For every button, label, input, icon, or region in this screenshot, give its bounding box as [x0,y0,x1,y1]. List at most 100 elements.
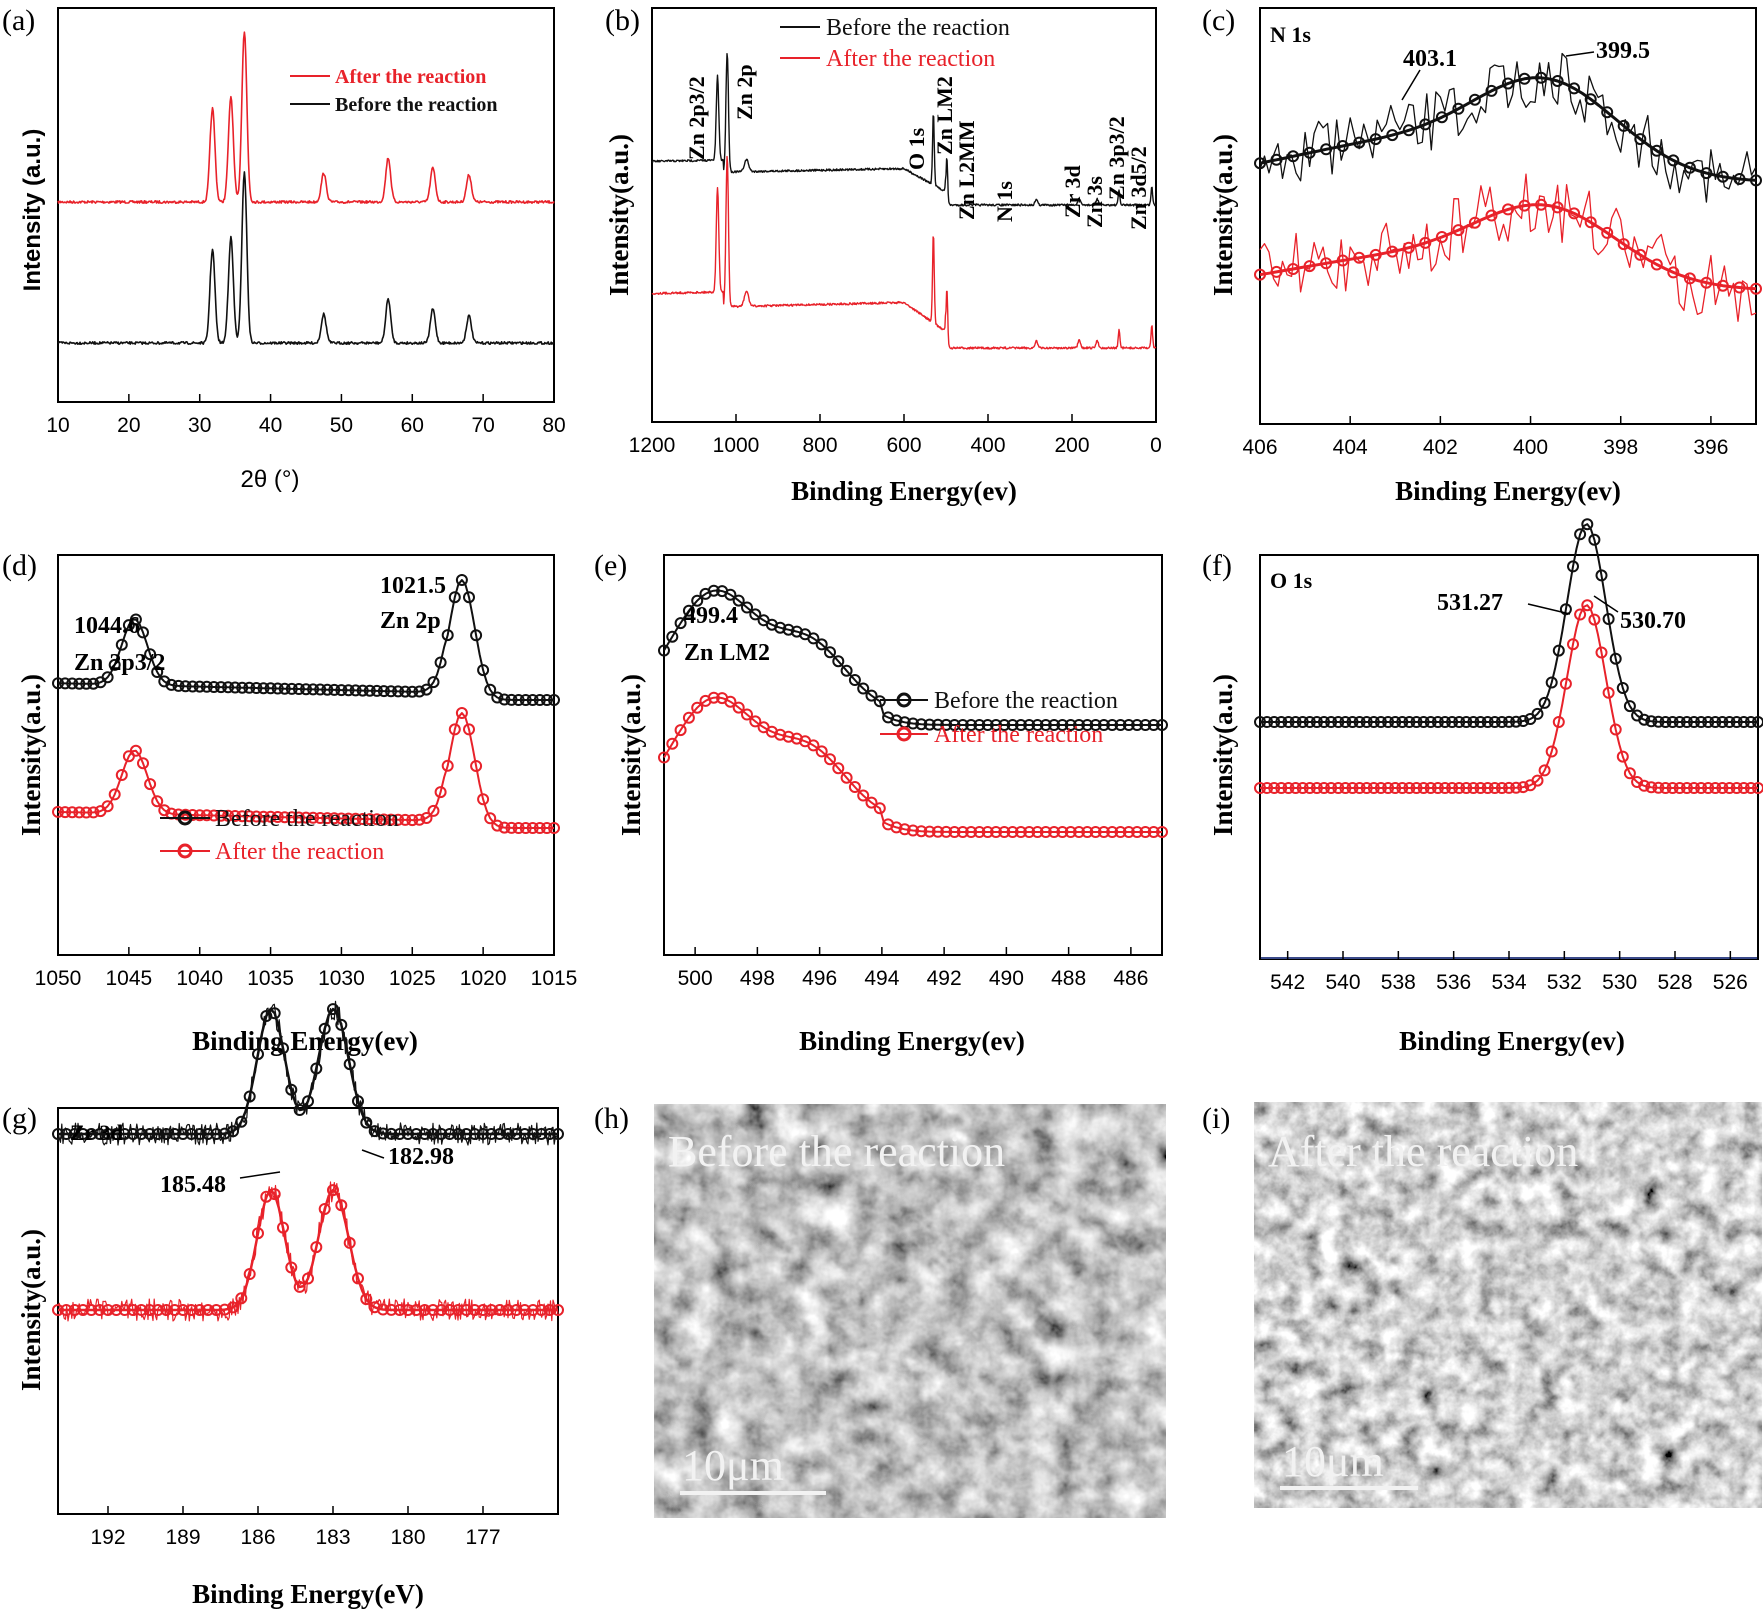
legend-before-b: Before the reaction [826,15,1010,41]
fit-after-g-marker [218,1303,231,1316]
x-tick-label-e-1: 498 [740,967,775,990]
lm2-after-e-marker [923,825,936,838]
legend-after-b: After the reaction [826,46,995,72]
x-tick-label-d-7: 1015 [531,967,578,990]
fit-after-c-marker [1683,272,1696,285]
panel-label-f: (f) [1202,549,1232,582]
zn2p-after-d-marker [413,813,426,826]
o1s-before-f-marker [1716,716,1729,728]
lm2-before-e-marker [1097,719,1110,731]
zn2p-after-d-marker [385,813,397,826]
fit-after-g-marker [460,1304,473,1316]
o1s-after-f-marker [1346,782,1359,794]
fit-before-g-marker [418,1128,431,1140]
fit-before-g-marker [477,1128,489,1140]
scale-label-h: 10μm [682,1441,784,1490]
lm2-before-e-marker [774,621,787,634]
lm2-before-e-marker [1056,719,1069,731]
o1s-before-f-marker [1310,716,1323,728]
fit-before-g-marker [193,1128,206,1140]
zn2p-after-d-marker [363,813,376,826]
zn2p-before-d-marker [193,680,206,693]
zn2p-after-d-marker [300,811,312,824]
fit-before-g-marker [60,1128,73,1140]
zn2p-after-d-marker [328,812,341,825]
zn2p-before-d-marker [448,591,461,604]
zn2p-before-d-marker [533,694,546,706]
o1s-before-f-marker [1595,569,1608,582]
lm2-before-e-marker [1156,719,1168,731]
caption-h: Before the reaction [668,1127,1005,1176]
zn2p-before-d-marker [548,694,560,706]
peak-label-d-1: Zn 2p3/2 [74,650,165,676]
zn2p-after-d-marker [250,810,263,823]
zn2p-after-d-marker [349,812,362,825]
fit-before-g-marker [160,1128,173,1140]
zn2p-before-d-marker [129,613,142,626]
fit-before-c-marker [1270,153,1283,166]
lm2-after-e-marker [1114,826,1127,838]
o1s-before-f-marker [1616,682,1629,694]
zn2p-before-d-marker [215,681,227,694]
x-axis-label-g: Binding Energy(eV) [192,1579,424,1609]
lm2-before-e-marker [1114,719,1127,731]
lm2-before-e-marker [658,644,670,657]
annot-znl2mm-b: Zn L2MM [954,120,979,220]
fit-before-c-marker [1435,111,1448,124]
peak-label-g-1: 185.48 [160,1172,226,1198]
zn2p-after-d-marker [448,723,461,736]
zn2p-after-d-marker [321,812,334,825]
o1s-before-f-marker [1730,716,1743,728]
annot-n1s-b: N 1s [992,181,1017,222]
zn2p-after-d-marker [207,809,220,822]
zn2p-before-d-marker [186,680,199,693]
xrd-before-a [57,171,555,346]
series-f [1254,518,1763,794]
lm2-after-e-marker [840,771,853,784]
panel-label-b: (b) [605,4,640,37]
survey-after-b [651,155,1157,350]
zn2p-after-d-marker [151,795,164,808]
o1s-after-f-marker [1417,782,1430,794]
o1s-after-f-marker [1389,782,1402,794]
sem-texture-h [654,1104,1166,1518]
x-tick-label-e-4: 492 [927,967,962,990]
fit-after-g-marker [102,1304,114,1316]
x-tick-label-c-2: 402 [1423,436,1458,459]
scale-label-i: 10μm [1282,1437,1384,1486]
lm2-before-e-marker [1006,719,1019,731]
fit-after-g-marker [393,1304,406,1316]
plot-frame-d [57,554,555,956]
o1s-before-f-marker [1567,560,1579,573]
o1s-after-f-marker [1680,782,1693,794]
lm2-after-e-marker [1006,826,1019,838]
fit-after-g-marker [327,1184,339,1197]
x-tick-label-a-2: 30 [188,414,211,437]
zn2p-before-d-marker [59,677,72,690]
o1s-after-f-marker [1289,782,1302,794]
o1s-after-f-marker [1638,779,1651,792]
o1s-after-f-marker [1460,782,1473,794]
fit-before-c-marker [1254,157,1266,170]
lm2-after-e-marker [1014,826,1027,838]
fit-before-c-marker [1468,93,1481,106]
zn2p-after-d-marker [243,810,256,823]
fit-before-g-marker [243,1090,256,1103]
lm2-after-e-marker [915,825,928,838]
lm2-before-e-marker [1089,719,1102,731]
fit-after-g-marker [335,1199,348,1212]
lm2-after-e-marker [832,762,845,775]
fit-before-g-marker [168,1128,181,1140]
fit-after-g-marker [293,1280,306,1293]
fit-before-g-marker [435,1128,448,1140]
zn2p-before-d-marker [321,683,334,696]
o1s-after-f-marker [1439,782,1451,794]
sem-texture-i [1254,1102,1762,1508]
fit-after-c-marker [1535,198,1548,211]
o1s-before-f-marker [1545,676,1558,689]
lm2-before-e-marker [915,718,928,731]
fit-before-g-marker [402,1128,414,1140]
o1s-before-f-marker [1510,715,1523,728]
zn2p-after-d-marker [533,822,546,834]
zn2p-after-d-marker [420,812,433,824]
